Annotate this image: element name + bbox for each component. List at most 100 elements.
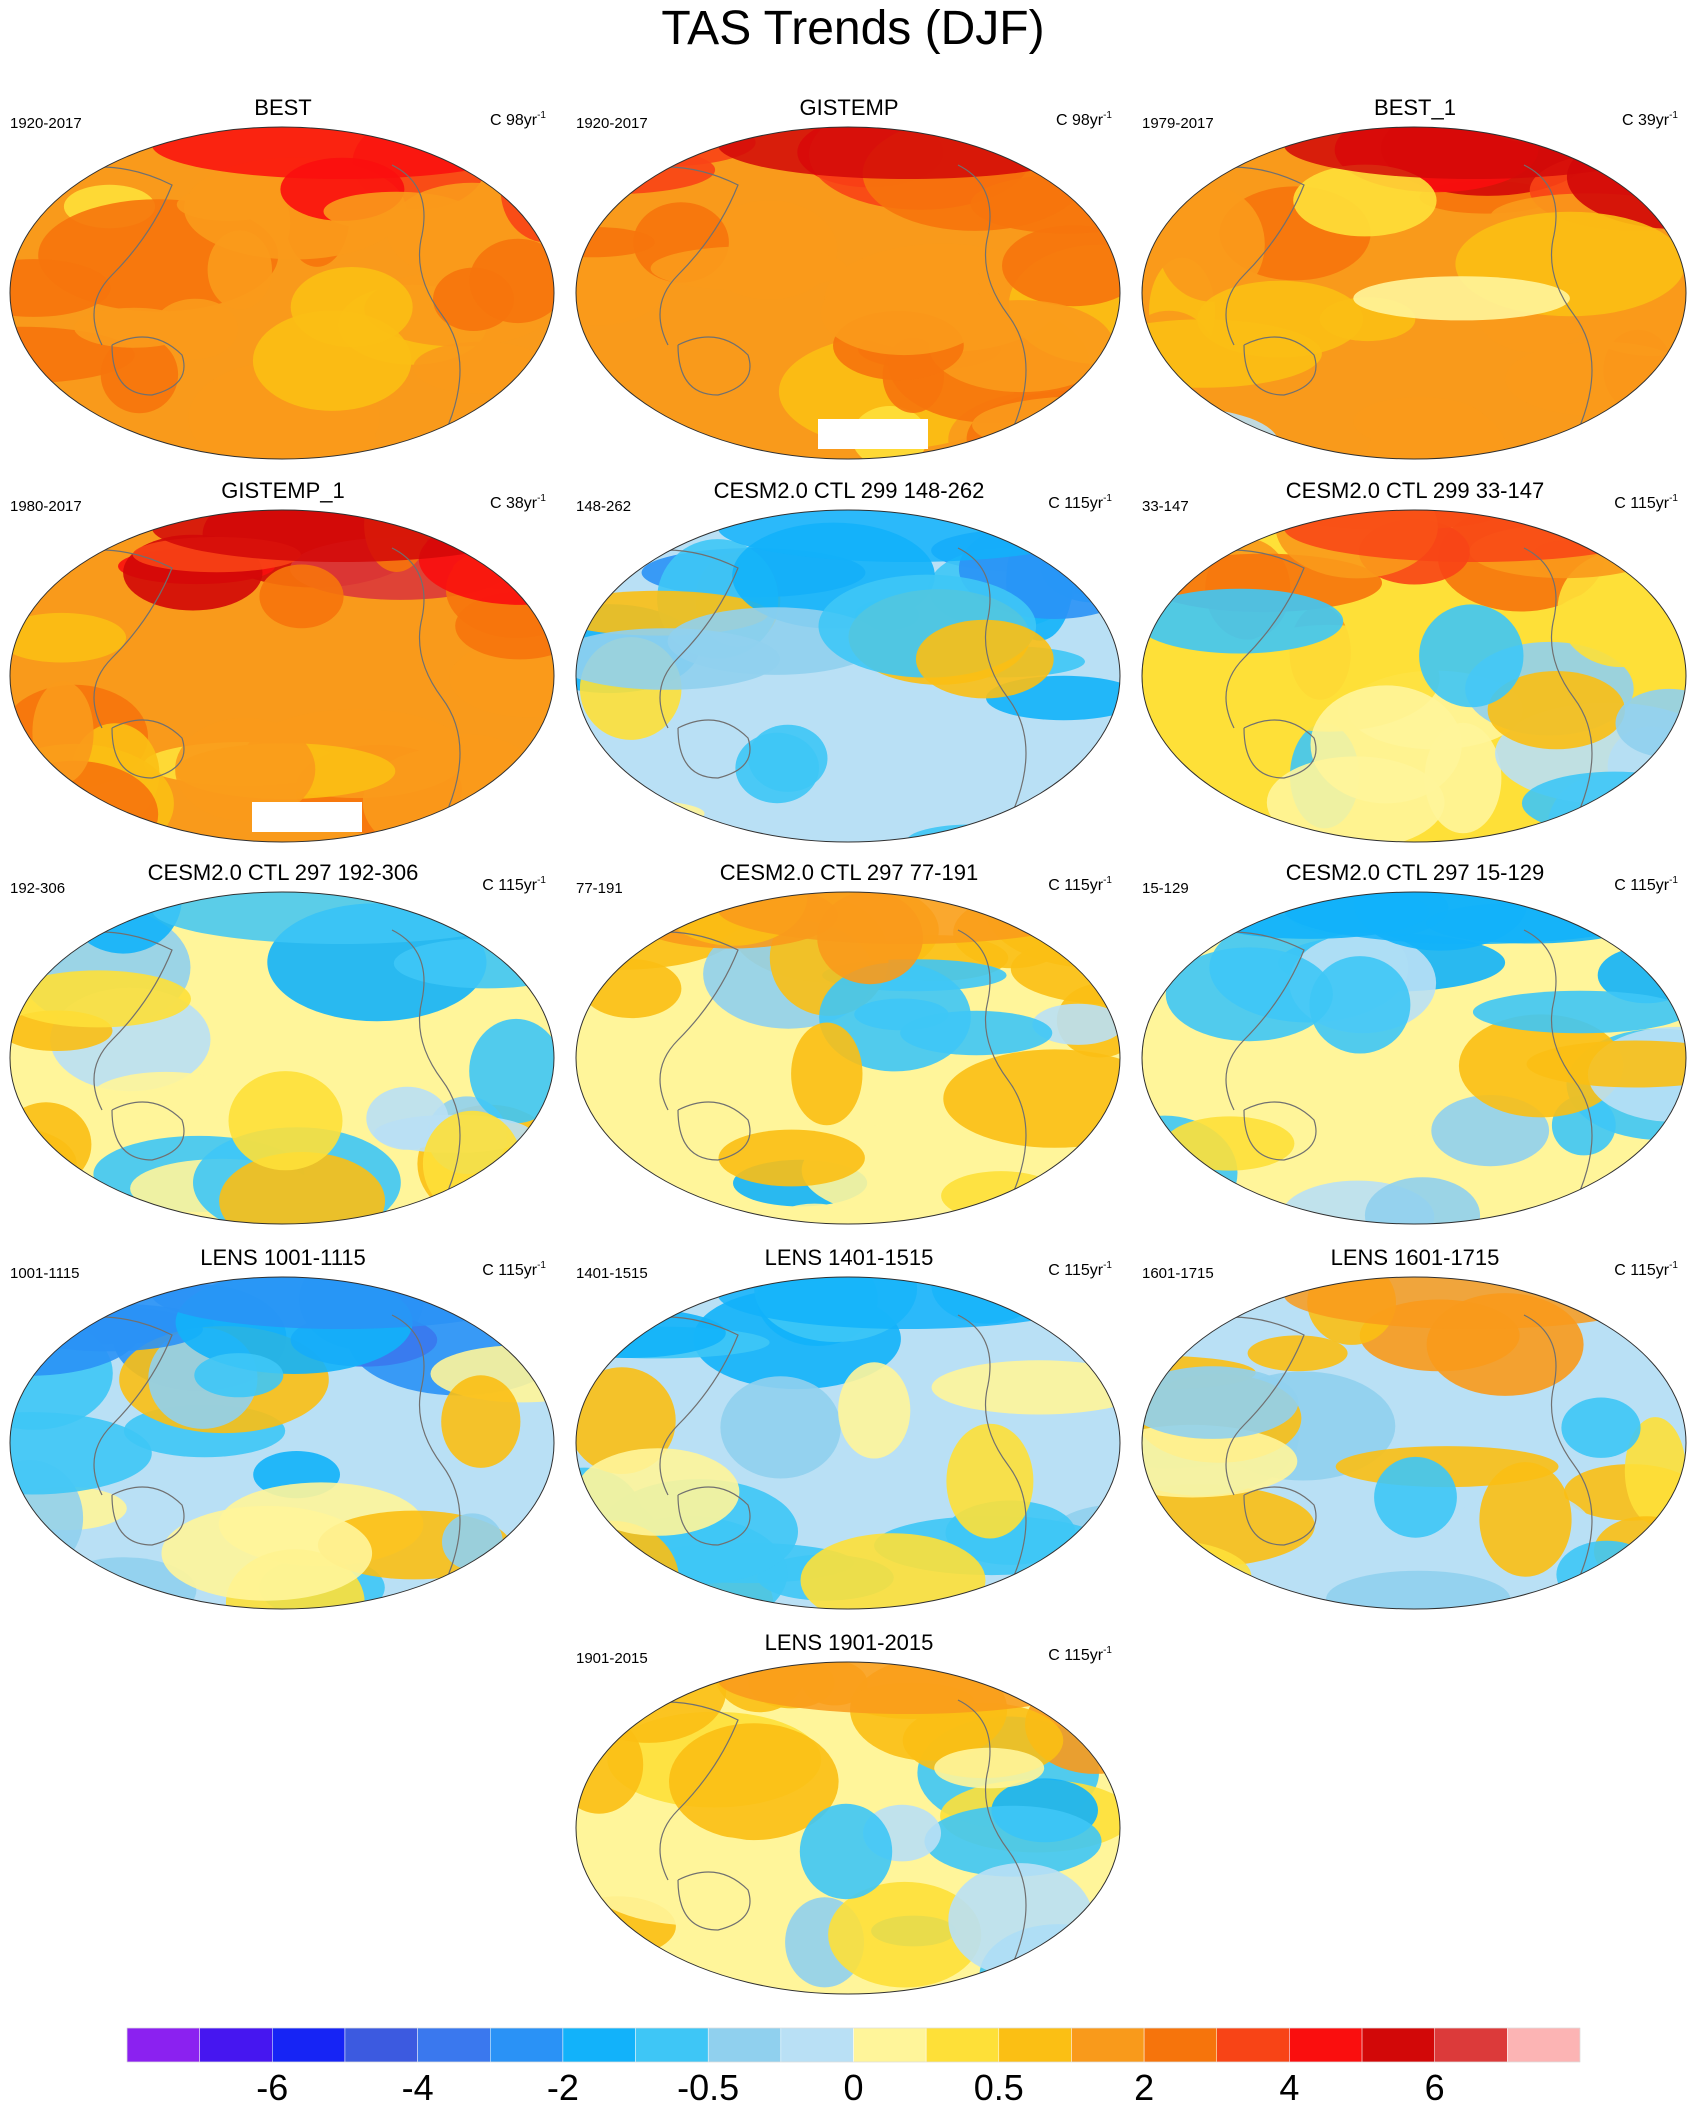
map-outline <box>9 509 555 843</box>
panel-units: C 115yr-1 <box>1048 1645 1112 1667</box>
panel-units: C 115yr-1 <box>1048 493 1112 515</box>
coastlines <box>1183 547 1593 842</box>
colorbar-swatch <box>707 2027 782 2063</box>
trend-region <box>1146 1541 1209 1609</box>
arctic-trend-region <box>1284 510 1664 562</box>
panel-title: LENS 1001-1115 <box>200 1245 366 1270</box>
trend-region <box>1479 1462 1572 1577</box>
units-exponent: -1 <box>1669 875 1678 886</box>
trend-region <box>207 230 272 310</box>
coastline <box>1183 931 1305 1111</box>
coastline <box>1243 719 1317 779</box>
arctic-trend-region <box>718 1662 1098 1714</box>
trend-region <box>290 267 413 348</box>
trend-region <box>413 341 549 394</box>
panel-period: 1401-1515 <box>576 1265 648 1282</box>
trend-length: 115yr <box>1064 877 1104 894</box>
panel-period: 1920-2017 <box>10 115 82 132</box>
trend-length: 115yr <box>1064 495 1104 512</box>
panel-title: LENS 1401-1515 <box>764 1245 934 1270</box>
trend-region <box>576 231 670 326</box>
map-outline <box>9 126 555 460</box>
map-field <box>1141 891 1687 1225</box>
trend-region <box>582 959 682 1019</box>
arctic-trend-region <box>1284 127 1664 179</box>
trend-length: 115yr <box>1064 1262 1104 1279</box>
panel-title: GISTEMP <box>799 95 899 120</box>
map-field <box>9 891 555 1225</box>
trend-region <box>422 1110 522 1217</box>
units-label: C <box>1621 112 1634 129</box>
panel-units: C 98yr-1 <box>1056 110 1112 132</box>
coastline <box>111 719 185 779</box>
trend-length: 115yr <box>1630 1262 1670 1279</box>
coastline <box>391 164 461 459</box>
trend-region <box>10 1412 152 1495</box>
trend-region <box>1526 1040 1686 1088</box>
colorbar-swatch <box>1361 2027 1435 2063</box>
coastline <box>957 929 1027 1224</box>
trend-region <box>1142 1484 1315 1568</box>
panel-title: LENS 1601-1715 <box>1330 1245 1500 1270</box>
trend-region <box>10 970 191 1028</box>
panel-title: CESM2.0 CTL 297 15-129 <box>1285 860 1545 885</box>
map-panel: GISTEMP_1 1980-2017 C 38yr-1 <box>0 478 566 848</box>
coastline <box>1243 1101 1317 1161</box>
arctic-trend-region <box>718 127 1098 179</box>
colorbar-tick-label: 0 <box>843 2067 863 2108</box>
trend-region <box>1561 1397 1641 1458</box>
map-panel: LENS 1001-1115 1001-1115 C 115yr-1 <box>0 1245 566 1615</box>
units-exponent: -1 <box>1103 1260 1112 1271</box>
trend-region <box>1487 671 1625 750</box>
coastlines <box>51 164 461 459</box>
arctic-trend-region <box>1284 1277 1664 1329</box>
trend-region <box>924 1805 1102 1877</box>
units-exponent: -1 <box>1103 493 1112 504</box>
map-outline <box>1141 891 1687 1225</box>
trend-region <box>228 1071 343 1171</box>
colorbar-swatch <box>1216 2027 1290 2063</box>
units-label: C <box>1048 495 1060 512</box>
coastline <box>617 1316 739 1496</box>
map-panel: LENS 1901-2015 1901-2015 C 115yr-1 <box>566 1630 1132 2000</box>
trend-region <box>74 307 195 348</box>
trend-region <box>211 396 376 459</box>
colorbar-tick-label: 2 <box>1134 2067 1154 2108</box>
units-exponent: -1 <box>1103 875 1112 886</box>
coastline <box>617 549 739 729</box>
colorbar-tick-label: -4 <box>402 2067 434 2108</box>
trend-region <box>669 1723 839 1841</box>
trend-region <box>838 1362 911 1459</box>
trend-region <box>1084 403 1120 459</box>
trend-region <box>1142 588 1344 654</box>
chart-title: TAS Trends (DJF) <box>661 2 1045 55</box>
map-panel: GISTEMP 1920-2017 C 98yr-1 <box>566 95 1132 465</box>
panel-units: C 115yr-1 <box>1614 875 1678 897</box>
trend-region <box>516 1179 554 1224</box>
trend-region <box>1364 1177 1481 1224</box>
map-field <box>575 126 1121 460</box>
map-outline <box>575 1276 1121 1610</box>
units-exponent: -1 <box>1669 493 1678 504</box>
units-exponent: -1 <box>1669 110 1678 121</box>
trend-region <box>161 1505 373 1601</box>
coastline <box>1183 549 1305 729</box>
trend-region <box>650 246 847 291</box>
coastlines <box>617 164 1027 459</box>
coastline <box>1523 547 1593 842</box>
coastlines <box>51 1314 461 1609</box>
panel-units: C 115yr-1 <box>1614 1260 1678 1282</box>
panel-title: LENS 1901-2015 <box>764 1630 934 1655</box>
panel-period: 33-147 <box>1142 498 1189 515</box>
trend-region <box>720 1376 841 1479</box>
panel-period: 192-306 <box>10 880 66 897</box>
trend-region <box>1164 1116 1295 1171</box>
colorbar-swatch <box>853 2027 927 2063</box>
coastline <box>391 547 461 842</box>
coastline <box>1243 336 1317 396</box>
map-outline <box>9 891 555 1225</box>
map-panel: BEST_1 1979-2017 C 39yr-1 <box>1132 95 1698 465</box>
units-label: C <box>482 1262 494 1279</box>
coastline <box>957 547 1027 842</box>
panel-units: C 115yr-1 <box>1048 1260 1112 1282</box>
